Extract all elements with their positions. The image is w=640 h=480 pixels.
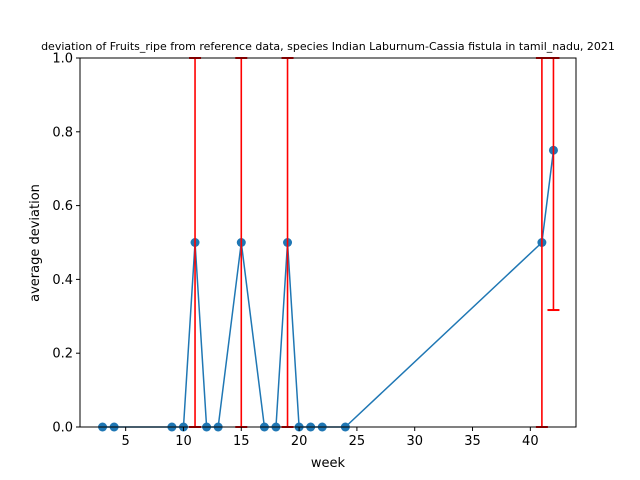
- x-tick-label-4: 25: [349, 434, 366, 449]
- x-tick-label-1: 10: [175, 434, 192, 449]
- x-tick-label-2: 15: [233, 434, 250, 449]
- y-tick-label-0: 0.0: [52, 421, 73, 436]
- x-tick-label-7: 40: [522, 434, 539, 449]
- y-tick-label-1: 0.2: [52, 347, 73, 362]
- x-tick-label-6: 35: [464, 434, 481, 449]
- plot-area: 5 10 15 20 25 30 35 40 0.0 0.2 0.4 0.6 0.8 1.0: [52, 52, 577, 449]
- y-axis-label: average deviation: [28, 184, 43, 302]
- x-tick-label-5: 30: [406, 434, 423, 449]
- x-tick-label-0: 5: [122, 434, 130, 449]
- chart-title: deviation of Fruits_ripe from reference …: [41, 40, 615, 53]
- y-tick-label-3: 0.6: [52, 199, 73, 214]
- x-tick-label-3: 20: [291, 434, 308, 449]
- y-tick-label-4: 0.8: [52, 125, 73, 140]
- y-tick-label-5: 1.0: [52, 52, 73, 67]
- x-axis-label: week: [311, 456, 346, 471]
- y-tick-label-2: 0.4: [52, 273, 73, 288]
- axes-frame: [79, 57, 577, 428]
